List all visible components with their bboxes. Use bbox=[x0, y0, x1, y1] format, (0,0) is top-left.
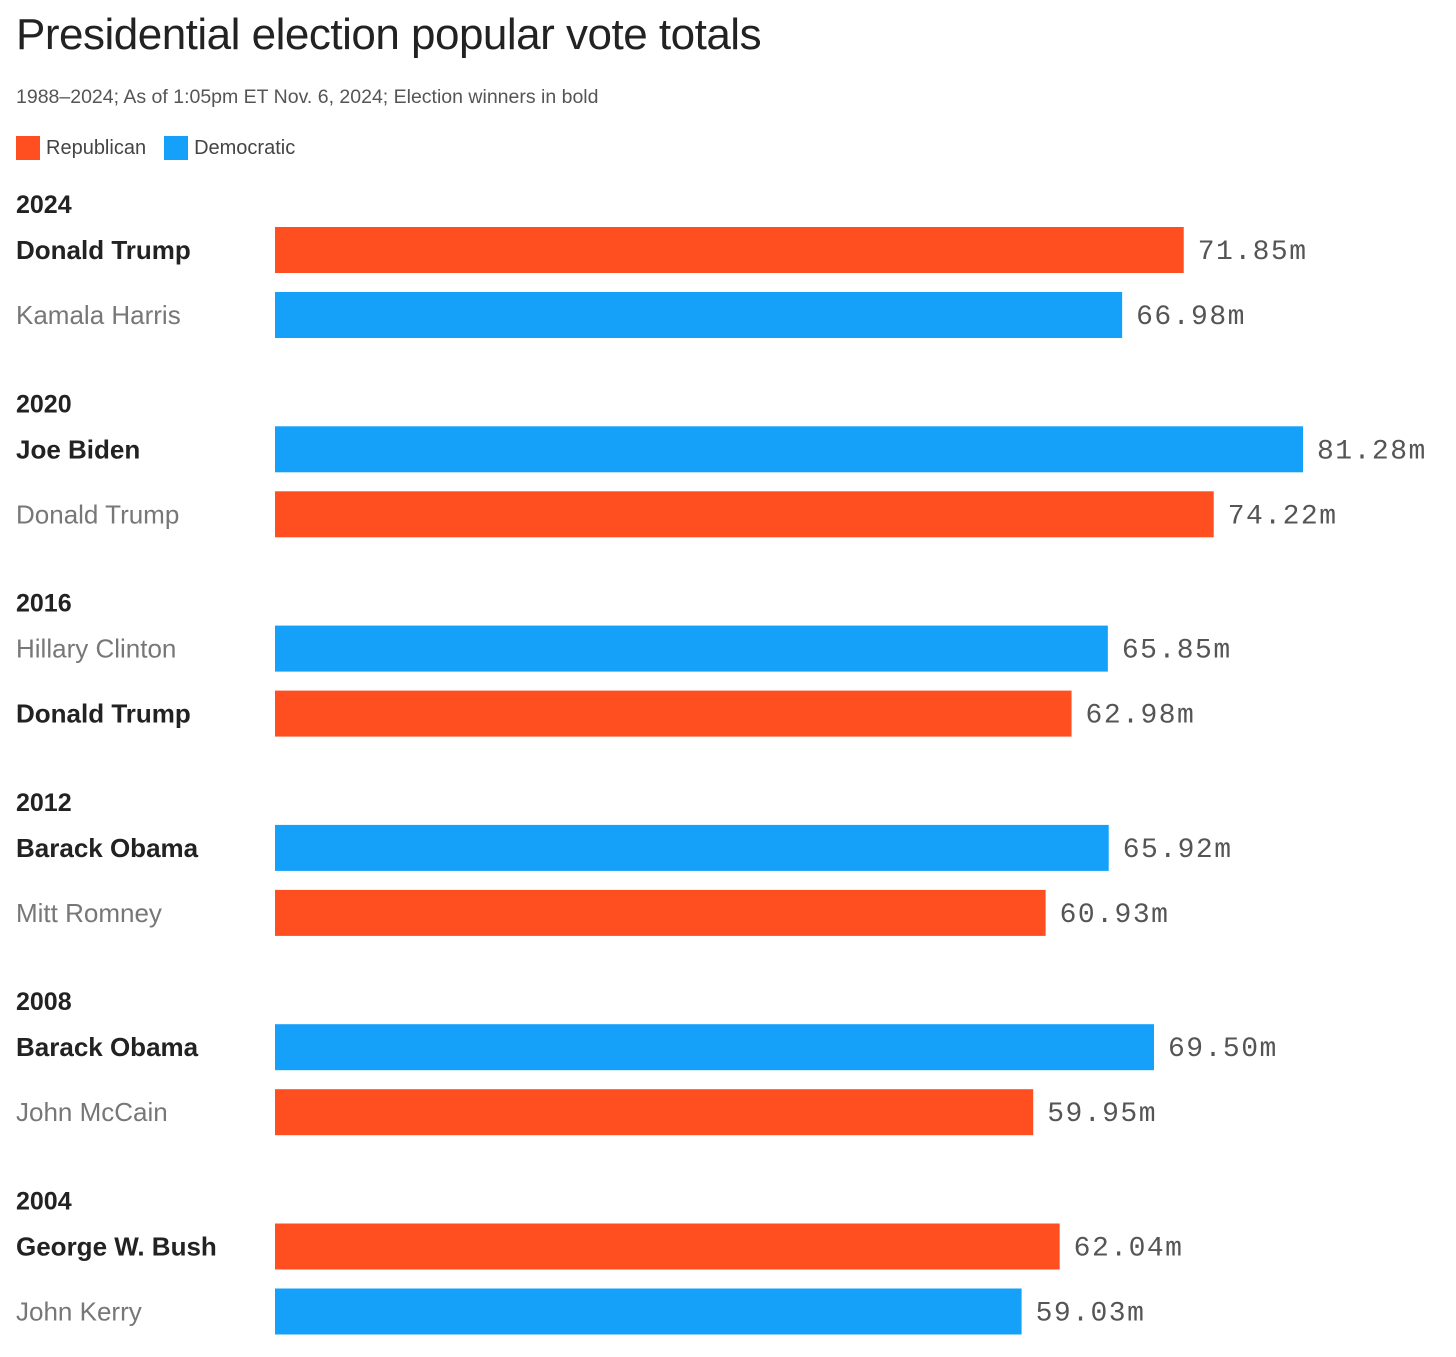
value-label: 74.22m bbox=[1228, 501, 1338, 532]
bar-democratic bbox=[275, 1024, 1155, 1071]
year-label: 2024 bbox=[16, 191, 72, 219]
bar-democratic bbox=[275, 292, 1123, 338]
bar-democratic bbox=[275, 824, 1109, 871]
republican-swatch bbox=[16, 136, 40, 160]
year-group-2016: 2016 Hillary Clinton 65.85m Donald Trump 62.… bbox=[16, 590, 1232, 737]
value-label: 71.85m bbox=[1198, 237, 1308, 268]
year-group-2024: 2024 Donald Trump 71.85m Kamala Harris 66.98… bbox=[16, 191, 1308, 338]
candidate-name: Kamala Harris bbox=[16, 300, 181, 330]
year-group-2020: 2020 Joe Biden 81.28m Donald Trump 74.22m bbox=[16, 390, 1427, 538]
bar-democratic bbox=[275, 1288, 1022, 1335]
value-label: 59.03m bbox=[1036, 1299, 1146, 1330]
legend-item-republican: Republican bbox=[16, 136, 146, 160]
bar-democratic bbox=[275, 625, 1108, 672]
bar-republican bbox=[275, 690, 1072, 737]
value-label: 60.93m bbox=[1060, 900, 1170, 931]
value-label: 59.95m bbox=[1047, 1099, 1157, 1130]
value-label: 62.04m bbox=[1074, 1234, 1184, 1265]
candidate-name: Barack Obama bbox=[16, 833, 199, 863]
value-label: 69.50m bbox=[1168, 1034, 1278, 1065]
year-group-2012: 2012 Barack Obama 65.92m Mitt Romney 60.93m bbox=[16, 789, 1233, 936]
value-label: 65.92m bbox=[1123, 835, 1233, 866]
bar-democratic bbox=[275, 426, 1303, 473]
chart-title: Presidential election popular vote total… bbox=[16, 10, 762, 59]
democratic-swatch bbox=[164, 136, 189, 160]
bar-republican bbox=[275, 1223, 1060, 1270]
legend-item-democratic: Democratic bbox=[164, 136, 295, 160]
candidate-name: Barack Obama bbox=[16, 1032, 199, 1062]
candidate-name: Hillary Clinton bbox=[16, 634, 176, 664]
value-label: 65.85m bbox=[1122, 636, 1232, 667]
chart-subtitle: 1988–2024; As of 1:05pm ET Nov. 6, 2024;… bbox=[16, 86, 599, 108]
year-label: 2012 bbox=[16, 789, 72, 817]
bar-republican bbox=[275, 491, 1214, 538]
legend-label-democratic: Democratic bbox=[194, 136, 296, 159]
bar-republican bbox=[275, 1089, 1034, 1136]
value-label: 66.98m bbox=[1136, 302, 1246, 333]
year-group-2004: 2004 George W. Bush 62.04m John Kerry 59.03m bbox=[16, 1188, 1184, 1335]
candidate-name: John Kerry bbox=[16, 1297, 142, 1327]
bar-republican bbox=[275, 889, 1046, 936]
year-label: 2016 bbox=[16, 590, 72, 618]
candidate-name: George W. Bush bbox=[16, 1232, 217, 1262]
value-label: 62.98m bbox=[1086, 701, 1196, 732]
year-group-2008: 2008 Barack Obama 69.50m John McCain 59.95m bbox=[16, 988, 1278, 1136]
legend-label-republican: Republican bbox=[46, 136, 147, 159]
bar-republican bbox=[275, 227, 1184, 273]
candidate-name: John McCain bbox=[16, 1097, 168, 1127]
year-label: 2020 bbox=[16, 390, 72, 418]
year-label: 2004 bbox=[16, 1188, 72, 1216]
candidate-name: Joe Biden bbox=[16, 434, 140, 464]
year-label: 2008 bbox=[16, 988, 72, 1016]
candidate-name: Donald Trump bbox=[16, 499, 179, 529]
candidate-name: Donald Trump bbox=[16, 235, 191, 265]
candidate-name: Donald Trump bbox=[16, 699, 191, 729]
legend: Republican Democratic bbox=[16, 135, 313, 161]
value-label: 81.28m bbox=[1317, 436, 1427, 467]
candidate-name: Mitt Romney bbox=[16, 898, 162, 928]
